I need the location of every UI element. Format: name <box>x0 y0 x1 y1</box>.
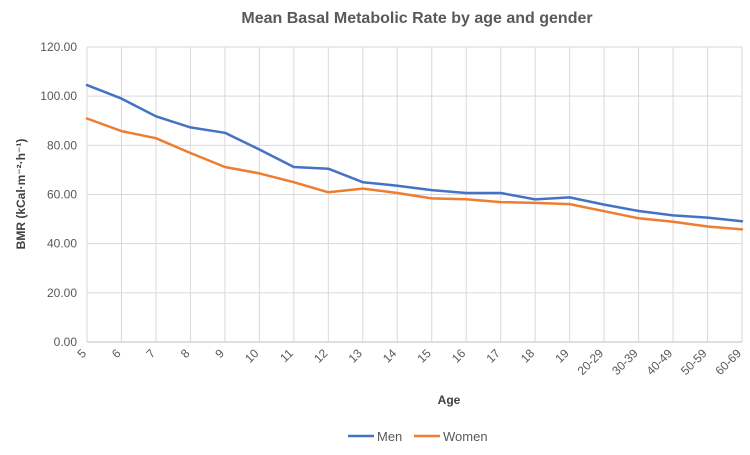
x-tick-label: 18 <box>518 346 538 366</box>
series-lines <box>85 83 744 231</box>
y-tick-label: 80.00 <box>47 138 77 152</box>
legend-label-men: Men <box>377 429 402 444</box>
x-tick-label: 30-39 <box>609 346 641 378</box>
y-tick-label: 60.00 <box>47 188 77 202</box>
x-tick-label: 10 <box>242 346 262 366</box>
y-tick-label: 120.00 <box>40 40 77 54</box>
x-tick-label: 11 <box>277 346 296 365</box>
chart-title: Mean Basal Metabolic Rate by age and gen… <box>241 10 592 27</box>
x-tick-label: 17 <box>483 346 503 366</box>
x-tick-label: 13 <box>346 346 366 366</box>
x-tick-label: 19 <box>552 346 572 366</box>
x-tick-label: 60-69 <box>713 346 745 378</box>
x-tick-label: 8 <box>178 346 193 361</box>
x-tick-label: 9 <box>212 346 227 361</box>
x-axis-tick-labels: 5 6 7 8 9 10 11 12 13 14 15 16 17 18 19 20-29 30-39 40-49… <box>74 346 744 378</box>
legend-label-women: Women <box>443 429 488 444</box>
series-line-women <box>85 117 744 231</box>
x-tick-label: 16 <box>449 346 469 366</box>
y-axis-title: BMR (kCal·m⁻²·h⁻¹) <box>14 139 28 250</box>
x-tick-label: 6 <box>109 346 124 361</box>
gridlines <box>86 46 743 343</box>
y-tick-label: 20.00 <box>47 286 77 300</box>
x-axis-title: Age <box>438 393 461 407</box>
x-tick-label: 20-29 <box>575 346 607 378</box>
x-tick-label: 7 <box>143 346 158 361</box>
x-tick-label: 12 <box>311 346 331 366</box>
x-tick-label: 50-59 <box>678 346 710 378</box>
x-tick-label: 5 <box>74 346 89 361</box>
y-tick-label: 40.00 <box>47 237 77 251</box>
legend: Men Women <box>348 429 488 444</box>
series-line-men <box>85 83 744 223</box>
y-tick-label: 100.00 <box>40 89 77 103</box>
x-tick-label: 40-49 <box>644 346 676 378</box>
y-axis-tick-labels: 0.00 20.00 40.00 60.00 80.00 100.00 120.00 <box>40 40 77 349</box>
y-tick-label: 0.00 <box>54 335 78 349</box>
x-tick-label: 15 <box>415 346 435 366</box>
x-tick-label: 14 <box>380 346 400 366</box>
